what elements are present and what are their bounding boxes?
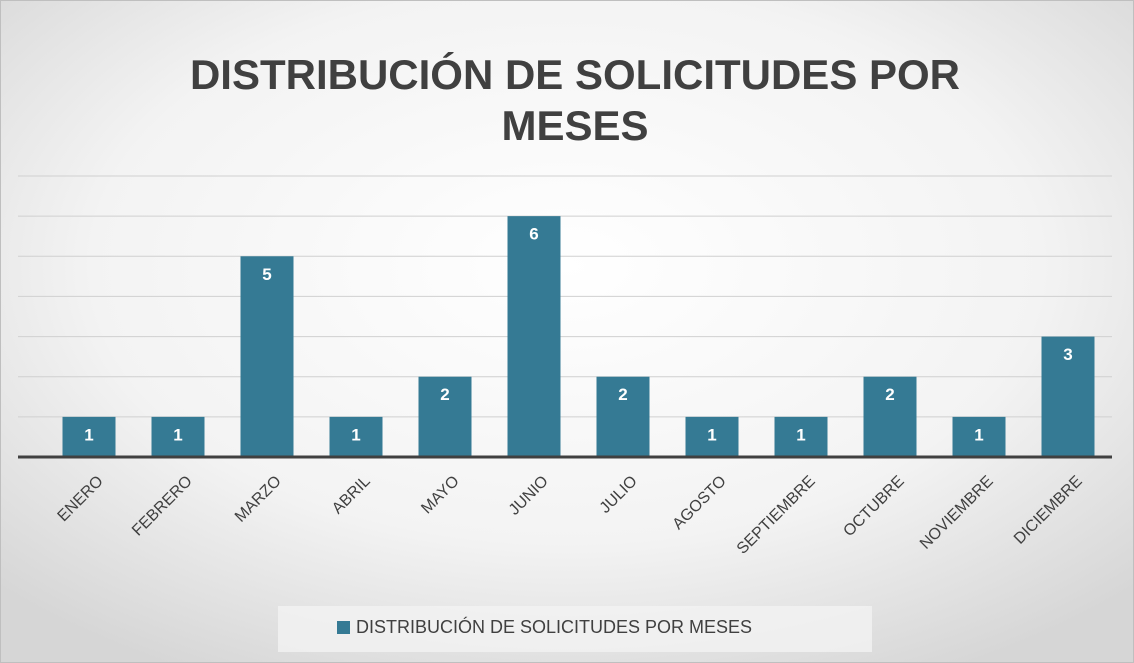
data-label: 3 [1063, 345, 1072, 364]
data-label: 2 [618, 385, 627, 404]
bar [863, 376, 917, 457]
bar [329, 416, 383, 457]
data-label: 2 [885, 385, 894, 404]
data-label: 1 [707, 425, 716, 444]
bar [685, 416, 739, 457]
data-label: 1 [351, 425, 360, 444]
data-label: 6 [529, 225, 538, 244]
bar [62, 416, 116, 457]
bar [418, 376, 472, 457]
bar [596, 376, 650, 457]
bar [952, 416, 1006, 457]
bar [507, 216, 561, 457]
bar [774, 416, 828, 457]
data-label: 1 [796, 425, 805, 444]
bar [1041, 336, 1095, 457]
chart-title: DISTRIBUCIÓN DE SOLICITUDES POR MESES [190, 50, 960, 149]
data-label: 1 [173, 425, 182, 444]
data-label: 5 [262, 265, 271, 284]
bar [151, 416, 205, 457]
legend-label: DISTRIBUCIÓN DE SOLICITUDES POR MESES [356, 616, 752, 637]
legend-swatch [337, 621, 350, 634]
bar [240, 256, 294, 457]
data-label: 2 [440, 385, 449, 404]
data-label: 1 [84, 425, 93, 444]
legend-box [278, 606, 872, 652]
data-label: 1 [974, 425, 983, 444]
